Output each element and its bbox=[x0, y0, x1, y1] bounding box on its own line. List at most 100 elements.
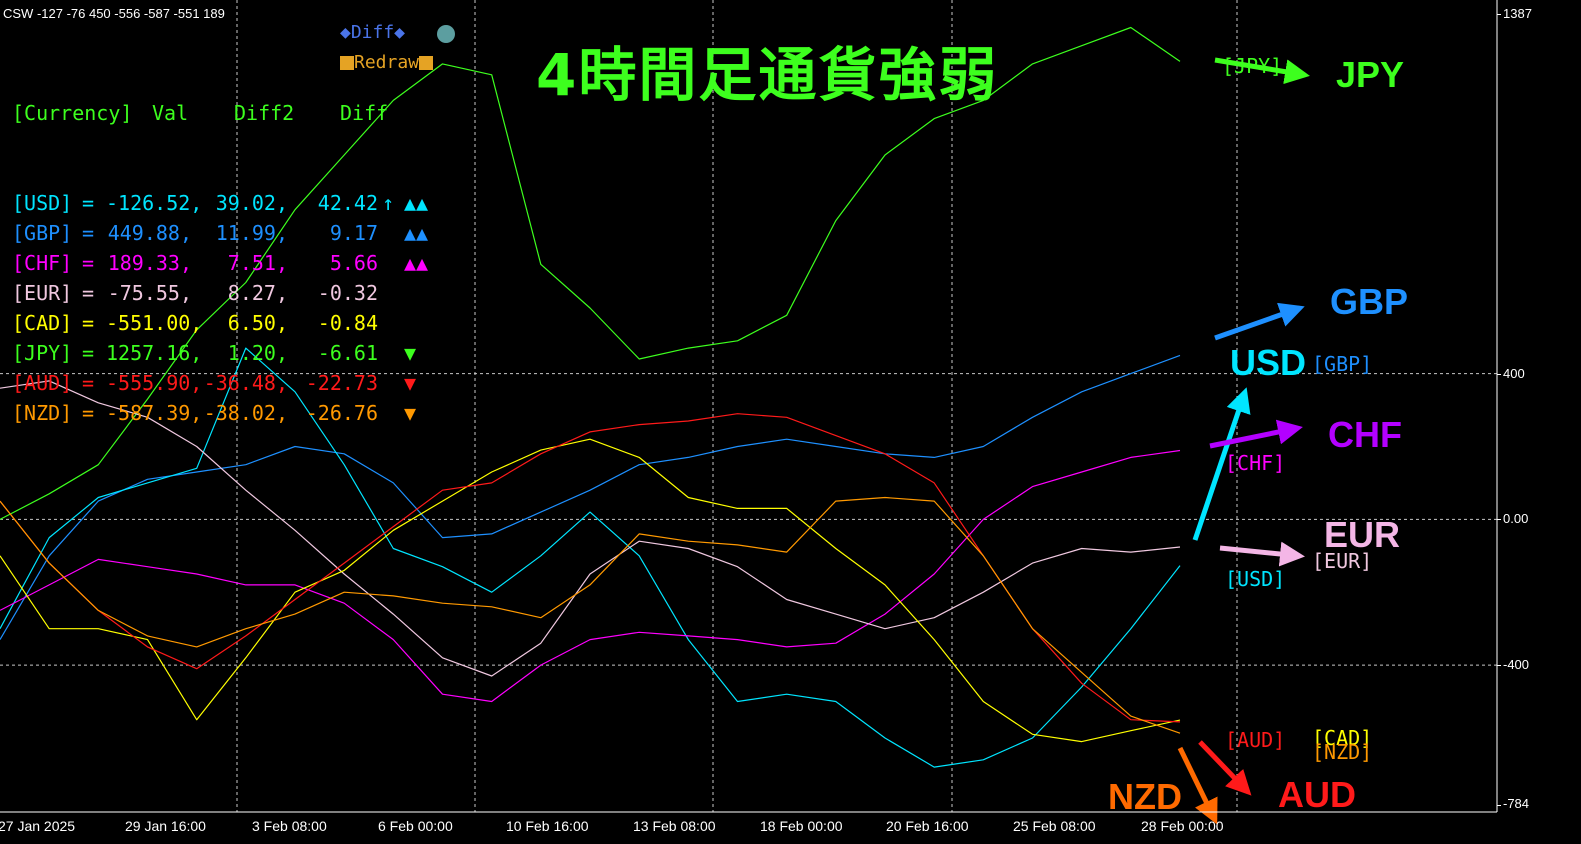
row-currency: [USD] bbox=[12, 191, 73, 215]
row-marks: ▼ bbox=[404, 401, 417, 425]
eur-arrow bbox=[1219, 541, 1305, 567]
table-row: [AUD] = -555.90, -36.48, -22.73 ▼ bbox=[12, 368, 416, 398]
row-val: -75.55, bbox=[107, 281, 192, 305]
x-tick-label: 28 Feb 00:00 bbox=[1141, 818, 1224, 834]
series-line-cad bbox=[0, 438, 1181, 743]
y-tick-label: 400 bbox=[1503, 365, 1525, 381]
redraw-button[interactable]: Redraw bbox=[340, 52, 434, 73]
table-row: [NZD] = -587.39, -38.02, -26.76 ▼ bbox=[12, 398, 416, 428]
usd-arrow bbox=[1192, 387, 1251, 541]
row-currency: [CHF] bbox=[12, 251, 73, 275]
row-diff: -26.76 bbox=[305, 401, 378, 425]
chf-arrow bbox=[1209, 419, 1303, 449]
row-diff2: 39.02, bbox=[215, 191, 288, 215]
series-line-eur bbox=[0, 380, 1181, 677]
series-line-usd bbox=[0, 347, 1181, 768]
header-currency: [Currency] bbox=[12, 101, 133, 125]
label-eur: EUR bbox=[1324, 514, 1401, 555]
tag-nzd: [NZD] bbox=[1312, 740, 1373, 764]
row-diff: -6.61 bbox=[317, 341, 378, 365]
table-row: [EUR] = -75.55, 8.27, -0.32 bbox=[12, 278, 378, 308]
y-tick-label: 0.00 bbox=[1503, 511, 1529, 527]
y-tick-label: -784 bbox=[1503, 796, 1530, 811]
x-tick-label: 27 Jan 2025 bbox=[0, 818, 76, 834]
row-diff: 9.17 bbox=[329, 221, 378, 245]
table-row: [JPY] = 1257.16, 1.20, -6.61 ▼ bbox=[12, 338, 416, 368]
label-nzd: NZD bbox=[1108, 776, 1182, 817]
row-equals: = bbox=[82, 251, 95, 275]
tag-chf: [CHF] bbox=[1225, 451, 1286, 475]
series-line-jpy bbox=[0, 26, 1181, 520]
x-tick-label: 18 Feb 00:00 bbox=[760, 818, 843, 834]
series-line-gbp bbox=[0, 354, 1181, 640]
square-icon bbox=[340, 56, 354, 70]
y-tick bbox=[1497, 665, 1501, 667]
label-jpy: JPY bbox=[1336, 54, 1405, 95]
series-line-nzd bbox=[0, 496, 1181, 734]
row-diff2: 7.51, bbox=[227, 251, 288, 275]
x-tick-label: 29 Jan 16:00 bbox=[125, 818, 206, 834]
toggle-circle-button[interactable] bbox=[437, 25, 455, 43]
row-diff2: -38.02, bbox=[203, 401, 288, 425]
row-val: 449.88, bbox=[107, 221, 192, 245]
row-diff2: 8.27, bbox=[227, 281, 288, 305]
nzd-arrow bbox=[1177, 746, 1218, 825]
row-marks: ▲▲ bbox=[404, 221, 429, 245]
label-gbp: GBP bbox=[1330, 281, 1409, 322]
row-equals: = bbox=[82, 281, 95, 305]
row-diff2: 1.20, bbox=[227, 341, 288, 365]
tag-gbp: [GBP] bbox=[1312, 352, 1373, 376]
row-diff2: 11.99, bbox=[215, 221, 288, 245]
row-diff: -22.73 bbox=[305, 371, 378, 395]
row-val: -555.90, bbox=[106, 371, 203, 395]
row-currency: [NZD] bbox=[12, 401, 73, 425]
y-tick bbox=[1497, 805, 1501, 806]
series-lines bbox=[0, 26, 1181, 768]
indicator-name: CSW -127 -76 450 -556 -587 -551 189 bbox=[3, 6, 225, 21]
table-row: [CHF] = 189.33, 7.51, 5.66 ▲▲ bbox=[12, 248, 428, 278]
row-equals: = bbox=[82, 341, 95, 365]
row-equals: = bbox=[82, 221, 95, 245]
row-marks: ▲▲ bbox=[404, 251, 429, 275]
row-currency: [EUR] bbox=[12, 281, 73, 305]
header-diff2: Diff2 bbox=[234, 101, 295, 125]
tag-aud: [AUD] bbox=[1225, 728, 1286, 752]
row-currency: [CAD] bbox=[12, 311, 73, 335]
table-row: [GBP] = 449.88, 11.99, 9.17 ▲▲ bbox=[12, 218, 428, 248]
x-tick-label: 13 Feb 08:00 bbox=[633, 818, 716, 834]
row-diff2: 6.50, bbox=[227, 311, 288, 335]
row-marks: ▲▲ bbox=[404, 191, 429, 215]
row-val: -551.00, bbox=[106, 311, 203, 335]
row-diff: 5.66 bbox=[329, 251, 378, 275]
row-currency: [JPY] bbox=[12, 341, 73, 365]
tag-usd: [USD] bbox=[1225, 567, 1286, 591]
header-diff: Diff bbox=[340, 101, 389, 125]
table-row: [CAD] = -551.00, 6.50, -0.84 bbox=[12, 308, 378, 338]
row-val: -587.39, bbox=[106, 401, 203, 425]
diff-toggle-button[interactable]: ◆Diff◆ bbox=[340, 22, 406, 43]
x-tick-label: 10 Feb 16:00 bbox=[506, 818, 589, 834]
table-row: [USD] = -126.52, 39.02, 42.42 ↑ ▲▲ bbox=[12, 188, 428, 218]
gbp-arrow bbox=[1214, 302, 1305, 341]
x-tick-label: 25 Feb 08:00 bbox=[1013, 818, 1096, 834]
row-diff: 42.42 bbox=[317, 191, 378, 215]
row-diff: -0.32 bbox=[317, 281, 378, 305]
currency-table: [Currency] Val Diff2 Diff [USD] = -126.52,… bbox=[12, 38, 428, 458]
row-val: -126.52, bbox=[106, 191, 203, 215]
table-header: [Currency] Val Diff2 Diff bbox=[12, 98, 388, 128]
row-currency: [AUD] bbox=[12, 371, 73, 395]
row-diff: -0.84 bbox=[317, 311, 378, 335]
row-arrow: ↑ bbox=[382, 191, 395, 215]
chart-title: 4時間足通貨強弱 bbox=[536, 41, 999, 109]
label-usd: USD bbox=[1230, 342, 1307, 383]
row-equals: = bbox=[82, 371, 95, 395]
trend-arrows bbox=[1177, 57, 1310, 825]
tag-eur: [EUR] bbox=[1312, 549, 1373, 573]
redraw-label: Redraw bbox=[354, 52, 420, 73]
row-marks: ▼ bbox=[404, 341, 417, 365]
y-tick-label: -400 bbox=[1503, 657, 1530, 673]
header-val: Val bbox=[152, 101, 189, 125]
tag-cad: [CAD] bbox=[1312, 726, 1373, 750]
